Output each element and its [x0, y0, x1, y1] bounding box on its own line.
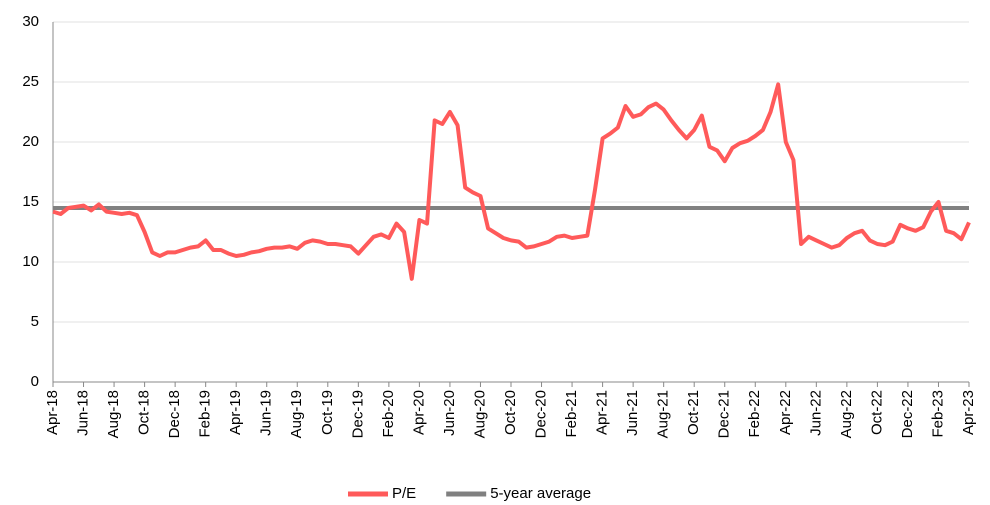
x-tick-label: Jun-20: [441, 390, 458, 436]
x-tick-label: Oct-18: [136, 390, 153, 435]
x-tick-label: Dec-22: [899, 390, 916, 438]
legend-label: 5-year average: [490, 485, 591, 502]
x-tick-label: Apr-23: [960, 390, 977, 435]
y-tick-label: 10: [22, 253, 39, 270]
x-tick-label: Jun-18: [75, 390, 92, 436]
x-tick-label: Dec-21: [716, 390, 733, 438]
x-tick-label: Dec-18: [166, 390, 183, 438]
x-tick-label: Aug-19: [288, 390, 305, 438]
x-tick-label: Jun-22: [807, 390, 824, 436]
y-tick-label: 20: [22, 133, 39, 150]
x-tick-label: Oct-20: [502, 390, 519, 435]
x-tick-label: Jun-19: [258, 390, 275, 436]
y-tick-label: 15: [22, 193, 39, 210]
x-tick-label: Feb-23: [929, 390, 946, 438]
x-tick-label: Apr-21: [594, 390, 611, 435]
x-tick-label: Feb-21: [563, 390, 580, 438]
x-tick-label: Oct-22: [868, 390, 885, 435]
x-tick-label: Apr-22: [777, 390, 794, 435]
x-tick-label: Feb-20: [380, 390, 397, 438]
x-tick-label: Feb-19: [197, 390, 214, 438]
series-line: [52, 82, 971, 281]
x-tick-label: Feb-22: [746, 390, 763, 438]
x-tick-label: Aug-22: [838, 390, 855, 438]
y-tick-label: 0: [31, 373, 39, 390]
x-tick-label: Oct-21: [685, 390, 702, 435]
x-tick-label: Dec-20: [533, 390, 550, 438]
x-tick-label: Apr-20: [410, 390, 427, 435]
x-tick-label: Aug-18: [105, 390, 122, 438]
y-tick-label: 25: [22, 73, 39, 90]
legend-label: P/E: [392, 485, 416, 502]
x-tick-label: Dec-19: [349, 390, 366, 438]
x-tick-label: Apr-18: [44, 390, 61, 435]
y-tick-label: 30: [22, 13, 39, 30]
y-tick-label: 5: [31, 313, 39, 330]
x-tick-label: Apr-19: [227, 390, 244, 435]
x-tick-label: Oct-19: [319, 390, 336, 435]
x-tick-label: Jun-21: [624, 390, 641, 436]
x-tick-label: Aug-20: [471, 390, 488, 438]
x-tick-label: Aug-21: [655, 390, 672, 438]
